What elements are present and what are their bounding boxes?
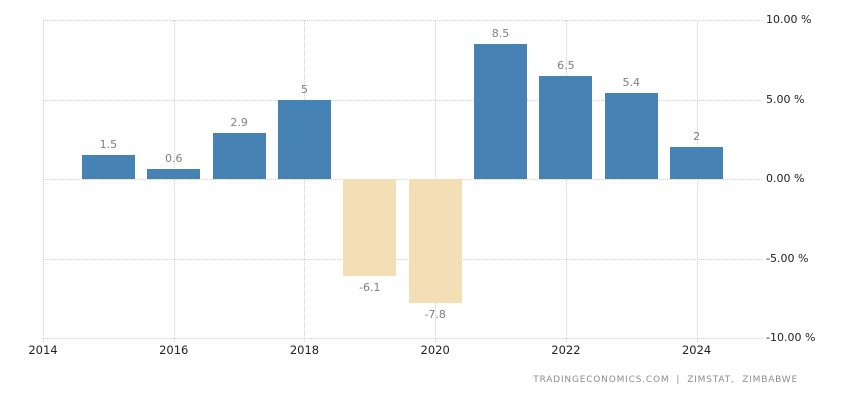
gridline-vertical <box>304 20 306 342</box>
x-axis-tick-label: 2014 <box>28 343 58 357</box>
bar-2018 <box>277 99 331 179</box>
y-axis-tick-label: -10.00 % <box>766 331 816 344</box>
bar-value-label-2015: 1.5 <box>99 138 118 152</box>
gridline-horizontal <box>43 99 762 101</box>
bar-value-label-2022: 6.5 <box>557 58 575 72</box>
bar-value-label-2021: 8.5 <box>491 26 510 40</box>
bar-2015 <box>81 155 135 179</box>
bar-value-label-2023: 5.4 <box>622 76 641 90</box>
bar-value-label-2018: 5 <box>300 82 308 96</box>
x-axis-tick-label: 2022 <box>551 343 581 357</box>
x-axis-tick-label: 2018 <box>289 343 320 357</box>
attribution: TRADINGECONOMICS.COM | ZIMSTAT, ZIMBABWE <box>533 375 798 386</box>
x-axis-tick-label: 2024 <box>681 343 712 357</box>
x-axis-tick-label: 2016 <box>159 343 189 357</box>
x-axis-tick-label: 2020 <box>420 343 450 357</box>
bar-2022 <box>539 75 593 179</box>
bar-2019 <box>343 179 397 276</box>
attribution-source-link[interactable]: TRADINGECONOMICS.COM <box>533 375 670 385</box>
gridline-vertical <box>696 20 698 342</box>
bar-2024 <box>670 147 724 179</box>
y-axis-tick-label: 0.00 % <box>766 172 805 185</box>
gridline-horizontal <box>43 179 762 180</box>
gridline-vertical <box>565 20 567 342</box>
gridline-vertical <box>173 20 175 342</box>
bar-value-label-2016: 0.6 <box>164 152 183 166</box>
bar-value-label-2024: 2 <box>693 130 701 144</box>
attribution-separator: | <box>676 375 681 385</box>
gridline-vertical <box>43 20 44 342</box>
bar-value-label-2019: -6.1 <box>359 280 381 294</box>
gridline-horizontal <box>43 20 762 21</box>
y-axis-tick-label: -5.00 % <box>766 251 809 265</box>
gridline-horizontal <box>43 258 762 260</box>
bar-2016 <box>147 169 201 179</box>
bar-2021 <box>474 43 528 179</box>
attribution-provider: ZIMSTAT, ZIMBABWE <box>687 375 798 385</box>
bar-value-label-2020: -7.8 <box>424 308 446 322</box>
bar-2017 <box>212 132 266 179</box>
y-axis-tick-label: 5.00 % <box>766 92 805 106</box>
bar-value-label-2017: 2.9 <box>230 115 248 129</box>
gridline-horizontal <box>43 338 762 339</box>
bar-2020 <box>408 179 462 304</box>
bar-2023 <box>604 93 658 179</box>
y-axis-tick-label: 10.00 % <box>766 13 812 26</box>
